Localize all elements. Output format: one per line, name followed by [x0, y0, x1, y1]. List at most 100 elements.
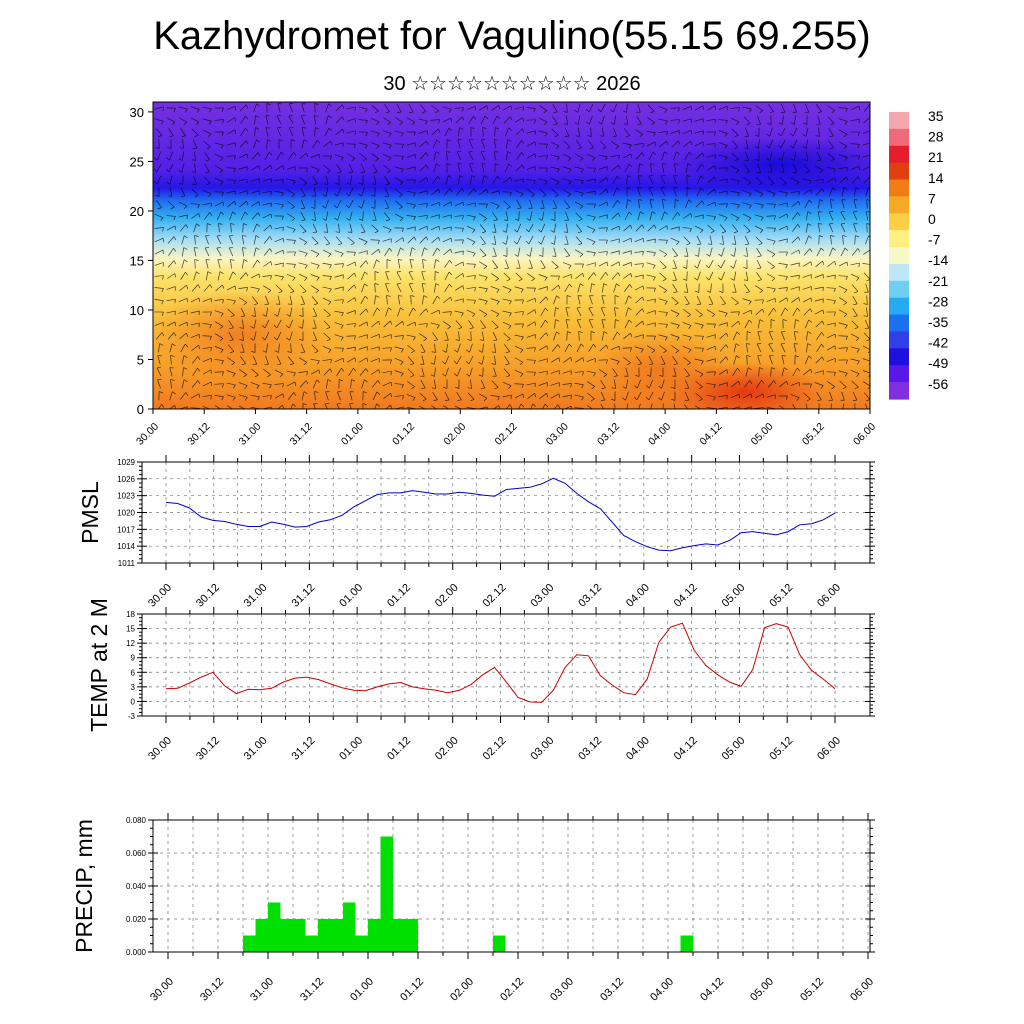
wind-barb-flag — [782, 319, 787, 322]
wind-barb-flag — [194, 235, 199, 237]
wind-barb — [623, 273, 631, 279]
wind-barb-flag — [221, 192, 224, 197]
x-tick-label: 30.00 — [134, 421, 161, 448]
wind-barb-flag — [665, 312, 668, 317]
wind-barb — [274, 237, 284, 243]
wind-barb — [574, 371, 584, 373]
wind-barb — [563, 189, 571, 195]
wind-barb — [263, 248, 271, 256]
wind-barb-flag — [333, 204, 338, 209]
wind-barb — [839, 380, 847, 388]
wind-barb-flag — [286, 314, 291, 317]
wind-barb — [467, 392, 475, 400]
wind-barb-flag — [433, 399, 438, 402]
wind-barb — [383, 320, 391, 328]
x-tick-label: 03.00 — [528, 582, 556, 610]
wind-barb-flag — [550, 230, 555, 233]
wind-barb-flag — [234, 117, 237, 122]
wind-barb-flag — [749, 380, 753, 384]
wind-barb — [577, 295, 581, 305]
wind-barb-flag — [606, 359, 608, 364]
wind-barb-flag — [700, 187, 705, 191]
wind-barb — [730, 393, 740, 399]
wind-barb — [625, 307, 629, 317]
wind-barb — [286, 166, 296, 170]
wind-barb — [314, 127, 316, 137]
wind-barb — [683, 213, 691, 219]
wind-barb — [253, 319, 257, 329]
wind-barb-flag — [593, 252, 596, 257]
wind-barb — [156, 200, 162, 208]
colorbar-segment — [889, 162, 909, 181]
wind-barb-flag — [160, 120, 164, 125]
wind-barb-flag — [690, 213, 693, 218]
precip-bar — [393, 919, 406, 952]
wind-barb — [503, 272, 511, 280]
wind-barb — [505, 404, 511, 409]
x-tick-label: 31.12 — [290, 735, 318, 763]
wind-barb — [490, 309, 500, 315]
wind-barb — [778, 297, 788, 303]
wind-barb-flag — [698, 386, 703, 390]
wind-barb-flag — [314, 115, 319, 117]
wind-barb-flag — [725, 120, 728, 125]
wind-barb — [182, 139, 184, 149]
wind-barb — [373, 211, 377, 221]
wind-barb — [334, 263, 344, 265]
wind-barb — [514, 345, 524, 351]
wind-barb — [191, 284, 199, 292]
wind-barb — [334, 286, 344, 290]
wind-barb-flag — [409, 111, 414, 113]
wind-barb — [766, 394, 776, 398]
wind-barb — [634, 251, 644, 253]
wind-barb — [466, 105, 476, 111]
wind-barb-flag — [183, 355, 188, 359]
wind-barb — [370, 358, 380, 362]
wind-barb — [251, 368, 259, 376]
y-axis-label: TEMP at 2 M — [86, 598, 112, 732]
series-line — [165, 477, 836, 552]
wind-barb-flag — [746, 343, 751, 345]
wind-barb-flag — [855, 337, 860, 342]
wind-barb — [636, 356, 642, 364]
wind-barb-flag — [857, 176, 861, 181]
wind-barb-flag — [509, 116, 513, 121]
wind-barb-flag — [544, 403, 549, 408]
wind-barb — [516, 152, 522, 160]
wind-barb-flag — [449, 188, 453, 193]
wind-barb — [623, 128, 631, 136]
wind-barb — [562, 178, 572, 182]
wind-barb-flag — [568, 181, 572, 185]
wind-barb-flag — [746, 230, 751, 234]
wind-barb — [250, 165, 260, 171]
wind-barb-flag — [376, 133, 380, 137]
wind-barb-flag — [322, 194, 327, 197]
wind-barb-flag — [396, 271, 401, 273]
wind-barb — [838, 141, 848, 147]
precip-bar — [680, 935, 693, 952]
wind-barb — [706, 407, 716, 409]
wind-barb-flag — [353, 144, 356, 149]
wind-barb-flag — [590, 331, 595, 334]
wind-barb-flag — [196, 223, 200, 227]
wind-barb-flag — [616, 175, 621, 180]
wind-barb — [323, 332, 331, 340]
wind-barb — [290, 343, 292, 353]
wind-barb-flag — [771, 266, 775, 270]
wind-barb-flag — [563, 231, 568, 233]
wind-barb — [265, 127, 269, 137]
wind-barb — [265, 295, 269, 305]
wind-barb-flag — [173, 108, 176, 113]
wind-barb-flag — [673, 255, 678, 258]
wind-barb — [359, 368, 367, 376]
wind-barb-flag — [578, 218, 583, 222]
wind-barb-flag — [328, 349, 332, 353]
wind-barb-flag — [472, 253, 476, 257]
wind-barb — [493, 247, 497, 257]
wind-barb — [815, 320, 823, 328]
wind-barb — [840, 223, 846, 233]
wind-barb-flag — [854, 326, 859, 330]
wind-barb — [781, 163, 785, 173]
x-tick-label: 05.00 — [749, 421, 776, 448]
